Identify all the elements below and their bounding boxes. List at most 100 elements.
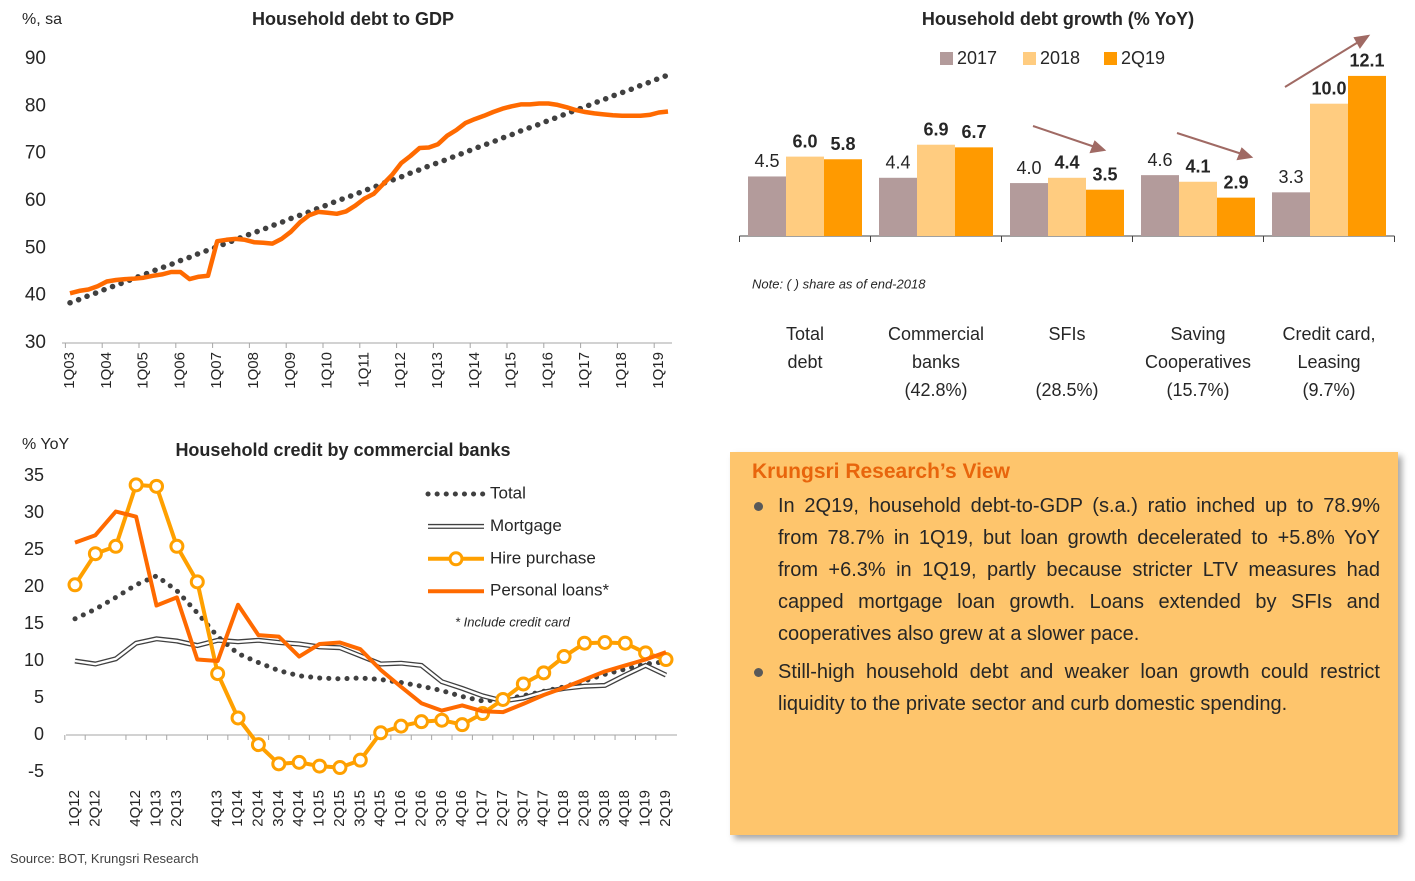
legend-label: Mortgage	[490, 516, 562, 535]
bar	[1179, 181, 1217, 236]
marker	[373, 725, 389, 741]
x-tick-label: 1Q04	[98, 352, 115, 389]
x-tick-label: 1Q11	[355, 352, 372, 388]
bar	[824, 159, 862, 236]
source: Source: BOT, Krungsri Research	[10, 851, 199, 866]
chart-title: Household debt to GDP	[252, 9, 454, 29]
value-label: 6.7	[961, 122, 986, 142]
bullet-dot	[754, 502, 763, 511]
bullet-dot	[754, 668, 763, 677]
value-label: 5.8	[830, 134, 855, 154]
bar	[1141, 175, 1179, 236]
bar	[786, 156, 824, 236]
marker	[271, 756, 287, 772]
value-label: 4.4	[1054, 153, 1079, 173]
x-tick-label: 1Q13	[147, 790, 164, 827]
legend-label: 2018	[1040, 48, 1080, 68]
marker	[617, 635, 633, 651]
line-series	[69, 101, 669, 296]
x-tick-label: 1Q16	[392, 790, 409, 827]
legend-swatch	[1023, 52, 1036, 65]
x-tick-label: 1Q09	[282, 352, 299, 389]
y-axis-label: % YoY	[22, 436, 69, 453]
x-tick-label: 4Q16	[453, 790, 470, 827]
y-tick-label: 80	[25, 95, 46, 116]
bar	[955, 147, 993, 236]
marker	[108, 538, 124, 554]
x-tick-label: 1Q14	[466, 352, 483, 389]
research-view: Krungsri Research’s View In 2Q19, househ…	[730, 452, 1398, 835]
x-tick-label: Saving	[1170, 324, 1225, 344]
value-label: 4.6	[1147, 150, 1172, 170]
marker	[291, 754, 307, 770]
y-tick-label: -5	[28, 761, 44, 781]
x-tick-label: 1Q19	[637, 790, 654, 827]
marker	[536, 665, 552, 681]
x-tick-label: 3Q18	[596, 790, 613, 827]
marker	[128, 477, 144, 493]
x-tick-label: 3Q16	[433, 790, 450, 827]
value-label: 6.9	[923, 119, 948, 139]
x-tick-label: Credit card,	[1282, 324, 1375, 344]
bar	[917, 144, 955, 236]
x-tick-label: 1Q14	[229, 790, 246, 827]
x-tick-label: 1Q08	[245, 352, 262, 389]
arrow-head	[1353, 34, 1371, 49]
value-label: 4.1	[1185, 157, 1210, 177]
bar	[1310, 103, 1348, 236]
marker	[434, 712, 450, 728]
marker	[210, 666, 226, 682]
bullet: In 2Q19, household debt-to-GDP (s.a.) ra…	[752, 490, 1380, 650]
line-series	[67, 72, 671, 306]
x-tick-label: 2Q16	[412, 790, 429, 827]
line-series	[74, 509, 667, 715]
x-tick-label: 1Q05	[135, 352, 152, 389]
y-tick-label: 25	[24, 539, 44, 559]
view-title: Krungsri Research’s View	[752, 460, 1010, 483]
x-tick-label: Cooperatives	[1145, 352, 1251, 372]
bar	[1272, 192, 1310, 236]
marker	[515, 676, 531, 692]
share-label: (9.7%)	[1302, 380, 1355, 400]
legend-marker	[448, 551, 464, 567]
arrows	[1032, 34, 1371, 161]
y-tick-label: 10	[24, 650, 44, 670]
value-label: 6.0	[792, 131, 817, 151]
x-tick-label: 1Q17	[576, 352, 593, 389]
y-tick-label: 5	[34, 687, 44, 707]
x-tick-label: banks	[912, 352, 960, 372]
x-tick-label: 2Q15	[331, 790, 348, 827]
note: Note: ( ) share as of end-2018	[752, 276, 926, 291]
value-label: 12.1	[1349, 51, 1384, 71]
x-tick-label: 2Q12	[86, 790, 103, 827]
marker	[495, 691, 511, 707]
x-tick-label: 1Q06	[171, 352, 188, 389]
x-tick-label: 3Q14	[270, 790, 287, 827]
x-tick-label: 3Q15	[351, 790, 368, 827]
marker	[413, 714, 429, 730]
x-tick-label: Total	[786, 324, 824, 344]
bullet-text: Still-high household debt and weaker loa…	[778, 661, 1380, 715]
y-tick-label: 35	[24, 465, 44, 485]
y-tick-label: 50	[25, 237, 46, 258]
x-tick-label: Commercial	[888, 324, 984, 344]
share-label: (42.8%)	[904, 380, 967, 400]
x-tick-label: 2Q19	[657, 790, 674, 827]
y-tick-label: 30	[24, 502, 44, 522]
marker	[67, 577, 83, 593]
value-label: 4.0	[1016, 158, 1041, 178]
marker	[332, 760, 348, 776]
y-tick-label: 40	[25, 285, 46, 306]
x-tick-label: 1Q18	[613, 352, 630, 389]
marker	[149, 478, 165, 494]
legend-label: Personal loans*	[490, 581, 609, 600]
value-label: 3.3	[1278, 167, 1303, 187]
x-tick-label: 1Q12	[392, 352, 409, 389]
y-tick-label: 0	[34, 724, 44, 744]
x-tick-label: 1Q07	[208, 352, 225, 389]
share-label: (15.7%)	[1166, 380, 1229, 400]
x-tick-label: 2Q17	[494, 790, 511, 827]
x-tick-label: 2Q13	[168, 790, 185, 827]
y-axis-label: %, sa	[22, 11, 62, 28]
x-tick-label: 3Q17	[514, 790, 531, 827]
